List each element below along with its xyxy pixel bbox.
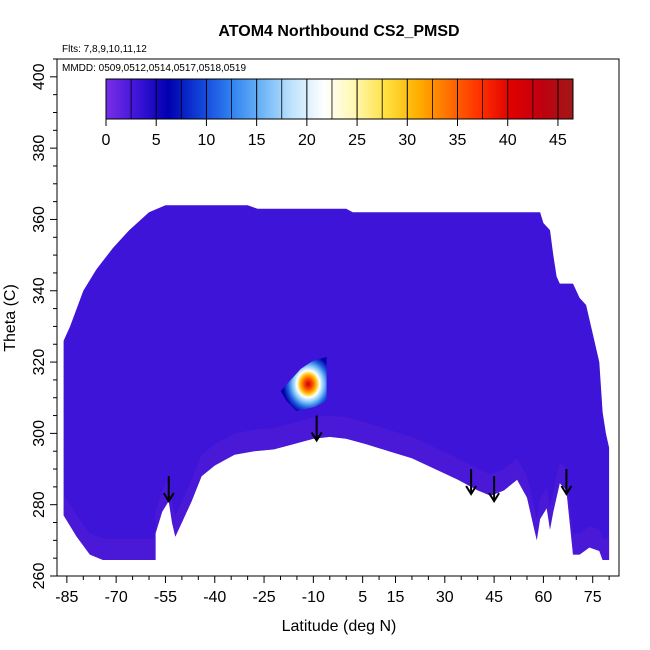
x-tick-label: -85 — [55, 589, 78, 606]
colorbar-tick-label: 15 — [248, 132, 266, 149]
hotspot-max-value — [280, 357, 327, 412]
flights-label: Flts: 7,8,9,10,11,12 — [62, 44, 147, 55]
profile-arrow — [162, 476, 175, 504]
y-tick-label: 320 — [31, 349, 48, 376]
y-tick-label: 300 — [31, 420, 48, 447]
x-tick-label: -55 — [154, 589, 177, 606]
dates-label: MMDD: 0509,0512,0514,0517,0518,0519 — [62, 63, 246, 74]
colorbar-tick-label: 40 — [499, 132, 517, 149]
colorbar-scale — [105, 78, 574, 120]
x-tick-label: 60 — [535, 589, 553, 606]
profile-arrow — [560, 469, 573, 496]
y-tick-label: 360 — [31, 206, 48, 233]
x-tick-label: -70 — [105, 589, 128, 606]
x-tick-label: 30 — [436, 589, 454, 606]
y-tick-label: 380 — [31, 135, 48, 162]
colorbar-tick-label: 35 — [449, 132, 467, 149]
x-tick-label: -10 — [302, 589, 325, 606]
colorbar-tick-label: 30 — [398, 132, 416, 149]
colorbar-tick-label: 45 — [549, 132, 567, 149]
heatmap-field — [63, 205, 610, 560]
arrow-markers — [162, 415, 573, 504]
x-tick-label: -25 — [252, 589, 275, 606]
data-coverage-area — [63, 205, 610, 560]
x-tick-label: 75 — [584, 589, 602, 606]
y-tick-label: 260 — [31, 563, 48, 590]
plot-frame — [56, 58, 620, 577]
x-tick-label: 5 — [358, 589, 367, 606]
profile-arrow — [310, 415, 323, 443]
y-tick-label: 340 — [31, 277, 48, 304]
colorbar-tick-label: 5 — [152, 132, 161, 149]
chart-title: ATOM4 Northbound CS2_PMSD — [218, 23, 459, 40]
y-axis-label: Theta (C) — [2, 284, 19, 352]
low-value-band — [63, 415, 610, 560]
colorbar-tick-label: 0 — [102, 132, 111, 149]
colorbar-tick-label: 25 — [348, 132, 366, 149]
profile-arrow — [465, 469, 477, 496]
colorbar-tick-label: 20 — [298, 132, 316, 149]
x-tick-label: 15 — [387, 589, 405, 606]
colorbar-tick-label: 10 — [198, 132, 216, 149]
y-axis: 260 280 300 320 340 360 380 400 — [31, 58, 57, 590]
x-axis: -85 -70 -55 -40 -25 -10 5 15 30 45 60 75 — [55, 576, 610, 606]
y-tick-label: 400 — [31, 63, 48, 90]
x-tick-label: 45 — [485, 589, 503, 606]
x-tick-label: -40 — [203, 589, 226, 606]
y-tick-label: 280 — [31, 491, 48, 518]
profile-arrow — [488, 476, 500, 504]
colorbar: 0 5 10 15 20 25 30 35 40 45 — [102, 78, 574, 149]
x-axis-label: Latitude (deg N) — [282, 618, 397, 635]
